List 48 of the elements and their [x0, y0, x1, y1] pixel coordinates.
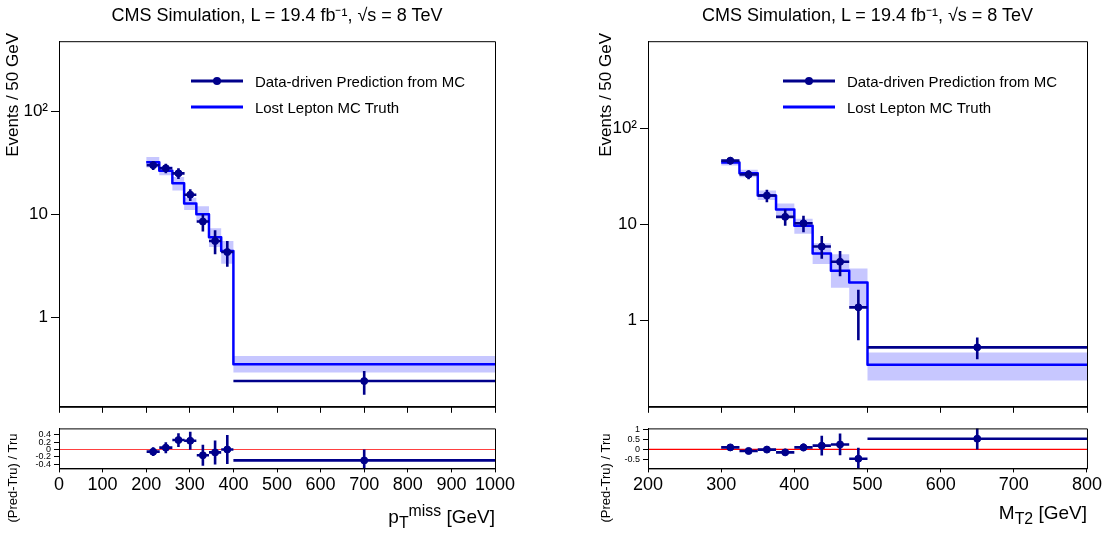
- y-tick-label: 1: [634, 424, 640, 435]
- legend-label: Lost Lepton MC Truth: [254, 98, 400, 116]
- y-tick-label: 0.5: [627, 433, 640, 444]
- x-tick-label: 300: [174, 474, 205, 495]
- point: [762, 445, 771, 454]
- x-tick-label: 400: [218, 474, 249, 495]
- y-axis-title: (Pred-Tru) / Tru: [4, 432, 21, 525]
- x-tick-label: 700: [349, 474, 380, 495]
- y-tick-label: -0.5: [624, 453, 640, 464]
- y-tick-label: -0.4: [35, 458, 51, 469]
- chart-title: CMS Simulation, L = 19.4 fb⁻¹, √s = 8 TeV: [110, 4, 444, 26]
- chart-title: CMS Simulation, L = 19.4 fb⁻¹, √s = 8 TeV: [700, 4, 1034, 26]
- point: [726, 156, 735, 165]
- y-tick-label: 0: [634, 443, 640, 454]
- x-axis-title: p$_{T}$$^{miss}$ [GeV]: [388, 502, 495, 533]
- x-tick-label: 500: [261, 474, 293, 495]
- point: [726, 443, 735, 452]
- x-tick-label: 400: [779, 474, 810, 495]
- x-tick-label: 0: [53, 474, 65, 495]
- x-tick-label: 100: [87, 474, 118, 495]
- x-tick-label: 200: [632, 474, 664, 495]
- y-tick-label: 1: [627, 310, 637, 330]
- x-axis-title: M$_{T2}$ [GeV]: [998, 502, 1087, 528]
- point: [799, 219, 808, 228]
- point: [781, 448, 790, 457]
- x-tick-label: 600: [305, 474, 336, 495]
- x-tick-label: 800: [1071, 474, 1103, 495]
- y-axis-title: Events / 50 GeV: [2, 33, 23, 159]
- x-tick-label: 500: [852, 474, 883, 495]
- legend-label: Lost Lepton MC Truth: [846, 98, 992, 116]
- x-tick-label: 700: [998, 474, 1029, 495]
- point: [744, 446, 753, 455]
- y-tick-label: 10: [618, 214, 637, 234]
- x-tick-label: 800: [392, 474, 423, 495]
- x-tick-label: 200: [131, 474, 162, 495]
- y-tick-label: 10: [29, 203, 48, 223]
- point: [781, 212, 790, 221]
- y-axis-title: (Pred-Tru) / Tru: [597, 432, 614, 525]
- point: [799, 443, 808, 452]
- y-tick-label: 1: [38, 306, 48, 326]
- legend-label: Data-driven Prediction from MC: [254, 72, 465, 90]
- x-tick-label: 900: [436, 474, 467, 495]
- y-tick-label: 10²: [612, 117, 638, 137]
- y-tick-label: 10²: [23, 101, 49, 121]
- x-tick-label: 1000: [474, 474, 516, 495]
- x-tick-label: 600: [925, 474, 956, 495]
- x-tick-label: 300: [706, 474, 737, 495]
- legend-label: Data-driven Prediction from MC: [846, 72, 1057, 90]
